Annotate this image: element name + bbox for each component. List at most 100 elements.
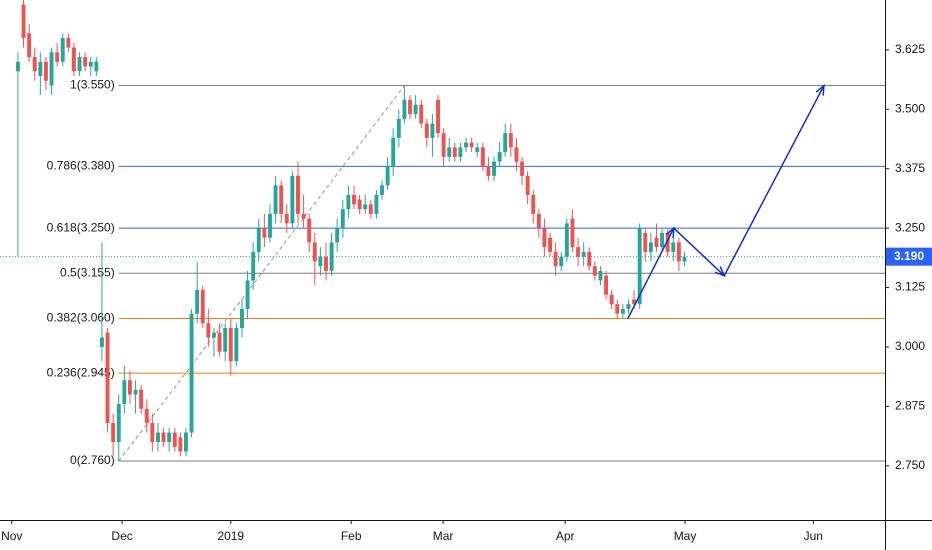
candle-body [385, 166, 390, 186]
candle-body [447, 147, 452, 157]
candle-body [570, 218, 575, 248]
y-tick-label: 2.750 [895, 458, 925, 472]
candle-body [340, 209, 345, 229]
candle-body [514, 147, 519, 162]
candle-body [581, 251, 586, 257]
candle-body [402, 99, 407, 119]
x-tick-label: Mar [433, 529, 454, 543]
candle-body [430, 123, 435, 138]
projection-path [627, 85, 825, 319]
candle-body [452, 147, 457, 157]
candle-body [99, 337, 104, 347]
candle-body [436, 99, 440, 134]
x-tick-label: Jun [804, 529, 823, 543]
candle-body [312, 242, 317, 262]
candle-body [464, 142, 468, 148]
candle-body [83, 57, 88, 67]
candle-body [654, 237, 659, 248]
candle-body [492, 161, 496, 176]
candle-body [615, 304, 620, 314]
candle-body [598, 270, 603, 281]
candle-body [60, 38, 65, 62]
candle-body [256, 228, 261, 252]
y-tick-label: 3.000 [895, 339, 925, 353]
candle-body [536, 213, 541, 229]
candle-body [161, 432, 166, 443]
candle-body [587, 251, 592, 267]
candle-body [206, 323, 211, 338]
candle-body [273, 185, 278, 214]
fib-label: 0.236(2.945) [47, 365, 115, 379]
candle-body [155, 432, 160, 443]
x-tick-label: Feb [341, 529, 362, 543]
candle-body [301, 213, 306, 219]
candle-body [525, 175, 530, 195]
fib-label: 0.382(3.060) [47, 311, 115, 325]
candle-body [223, 327, 228, 352]
candle-body [637, 228, 642, 305]
candle-body [139, 389, 144, 409]
candle-body [127, 380, 132, 395]
candle-body [172, 432, 177, 447]
candle-body [133, 389, 138, 395]
candle-body [49, 52, 54, 86]
arrow-head [714, 266, 726, 278]
candle-body [66, 38, 71, 48]
candle-body [363, 204, 368, 210]
candle-body [497, 152, 502, 162]
candle-body [632, 299, 637, 305]
candle-body [307, 218, 312, 243]
candle-body [676, 242, 681, 262]
candle-body [380, 185, 384, 195]
x-tick-label: Nov [1, 529, 22, 543]
candle-body [396, 118, 401, 138]
candle-body [178, 437, 183, 452]
candle-body [424, 123, 429, 138]
candle-body [357, 199, 362, 210]
candle-body [43, 61, 48, 81]
candle-body [542, 228, 547, 248]
candle-body [21, 4, 26, 39]
candle-body [94, 61, 99, 72]
candle-body [620, 308, 625, 314]
x-tick-label: Dec [111, 529, 132, 543]
candle-body [77, 57, 82, 72]
last-price-label: 3.190 [894, 249, 924, 263]
candle-body [643, 232, 648, 252]
candle-body [626, 304, 631, 309]
candle-body [441, 133, 446, 157]
candle-body [234, 327, 239, 362]
candle-body [15, 61, 20, 72]
candle-body [671, 242, 676, 252]
y-tick-label: 3.625 [895, 42, 925, 56]
candle-body [200, 289, 205, 324]
candle-body [346, 194, 351, 210]
candle-body [508, 133, 513, 148]
candle-body [665, 232, 670, 252]
candle-body [335, 228, 340, 243]
candle-body [531, 194, 536, 214]
fib-label: 0.618(3.250) [47, 220, 115, 234]
candle-body [503, 133, 508, 153]
candle-body [228, 327, 233, 362]
candle-body [682, 256, 687, 262]
fib-trend-line [118, 85, 405, 462]
y-tick-label: 3.500 [895, 101, 925, 115]
candle-body [262, 228, 267, 238]
candle-body [609, 294, 614, 305]
candle-body [111, 423, 116, 443]
candle-body [268, 213, 272, 238]
candle-body [475, 147, 480, 153]
candle-body [167, 432, 172, 443]
candle-body [413, 104, 418, 115]
arrow-head [815, 83, 825, 96]
candle-body [279, 185, 284, 214]
candle-body [122, 380, 127, 405]
candle-body [184, 432, 188, 452]
y-tick-label: 3.375 [895, 161, 925, 175]
arrow-head [665, 226, 675, 239]
last-price-tag [886, 247, 932, 266]
candle-body [329, 242, 334, 271]
candle-body [559, 256, 564, 267]
